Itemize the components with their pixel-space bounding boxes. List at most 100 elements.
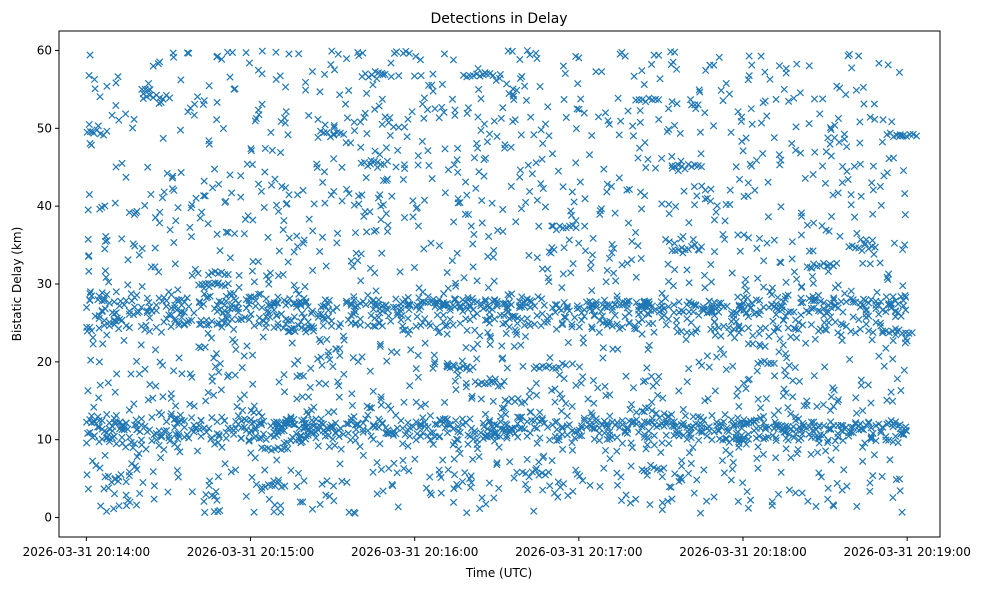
data-point xyxy=(809,170,817,179)
data-point xyxy=(735,324,743,332)
data-point xyxy=(707,278,716,286)
data-point xyxy=(695,86,703,94)
data-point xyxy=(567,269,575,277)
data-point xyxy=(143,308,151,317)
data-point xyxy=(226,254,234,262)
data-point xyxy=(282,107,290,116)
data-point xyxy=(671,202,680,211)
data-point xyxy=(246,429,254,437)
data-point xyxy=(353,421,362,429)
data-point xyxy=(616,117,625,125)
data-point xyxy=(575,323,583,331)
data-point xyxy=(388,192,396,200)
data-point xyxy=(122,173,130,181)
data-point xyxy=(807,304,816,313)
data-point xyxy=(164,488,172,496)
data-point xyxy=(701,284,709,292)
data-point xyxy=(293,242,302,251)
data-point xyxy=(822,226,830,234)
data-point xyxy=(635,144,644,152)
data-point xyxy=(514,395,522,403)
data-point xyxy=(848,242,856,250)
data-point xyxy=(255,314,264,322)
data-point xyxy=(274,293,282,301)
data-point xyxy=(115,502,123,510)
data-point xyxy=(84,485,93,493)
data-point xyxy=(899,166,908,175)
data-point xyxy=(270,299,279,307)
data-point xyxy=(295,290,303,298)
data-point xyxy=(450,484,458,493)
data-point xyxy=(725,324,733,332)
data-point xyxy=(236,395,244,403)
data-point xyxy=(226,305,234,313)
data-point xyxy=(770,134,778,142)
data-point xyxy=(493,132,501,141)
data-point xyxy=(251,302,260,310)
data-point xyxy=(658,499,667,507)
data-point xyxy=(657,448,665,457)
data-point xyxy=(669,58,677,66)
data-point xyxy=(409,213,417,221)
data-point xyxy=(162,315,171,323)
data-point xyxy=(463,509,471,517)
data-point xyxy=(363,130,371,138)
data-point xyxy=(453,249,461,257)
data-point xyxy=(722,79,730,88)
data-point xyxy=(589,376,598,385)
data-point xyxy=(404,419,412,427)
data-point xyxy=(116,418,124,426)
data-point xyxy=(132,501,141,509)
data-point xyxy=(224,280,232,288)
data-point xyxy=(469,363,477,371)
data-point xyxy=(570,198,578,206)
data-point xyxy=(443,429,451,437)
data-point xyxy=(270,306,278,314)
data-point xyxy=(132,416,140,424)
data-point xyxy=(664,303,673,311)
data-point xyxy=(788,139,796,148)
data-point xyxy=(577,379,585,387)
data-point xyxy=(467,424,476,432)
data-point xyxy=(461,210,470,218)
data-point xyxy=(285,191,293,199)
data-point xyxy=(823,262,831,270)
data-point xyxy=(672,322,681,330)
data-point xyxy=(755,432,763,440)
data-point xyxy=(670,266,679,274)
data-point xyxy=(354,358,362,366)
data-point xyxy=(765,423,773,431)
data-point xyxy=(849,298,857,306)
data-point xyxy=(424,423,432,431)
data-point xyxy=(138,282,146,291)
data-point xyxy=(362,415,370,423)
data-point xyxy=(308,505,317,513)
data-point xyxy=(350,118,358,126)
data-point xyxy=(493,461,501,469)
data-point xyxy=(308,416,316,424)
data-point xyxy=(83,471,91,479)
data-point xyxy=(162,426,171,435)
data-point xyxy=(259,333,267,341)
data-point xyxy=(637,302,645,310)
data-point xyxy=(418,100,427,108)
data-point xyxy=(516,173,524,181)
data-point xyxy=(790,268,799,276)
data-point xyxy=(803,397,811,405)
y-tick-label: 0 xyxy=(44,511,52,525)
data-point xyxy=(760,257,768,265)
data-point xyxy=(109,505,118,513)
data-point xyxy=(421,400,430,408)
data-point xyxy=(683,266,691,274)
data-point xyxy=(264,233,272,242)
data-point xyxy=(200,300,208,308)
data-point xyxy=(163,169,171,178)
data-point xyxy=(856,118,864,126)
data-point xyxy=(412,52,420,60)
data-point xyxy=(639,378,648,386)
data-point xyxy=(782,278,790,286)
data-point xyxy=(575,304,583,312)
data-point xyxy=(490,494,498,502)
data-point xyxy=(872,301,880,309)
data-point xyxy=(440,398,449,407)
